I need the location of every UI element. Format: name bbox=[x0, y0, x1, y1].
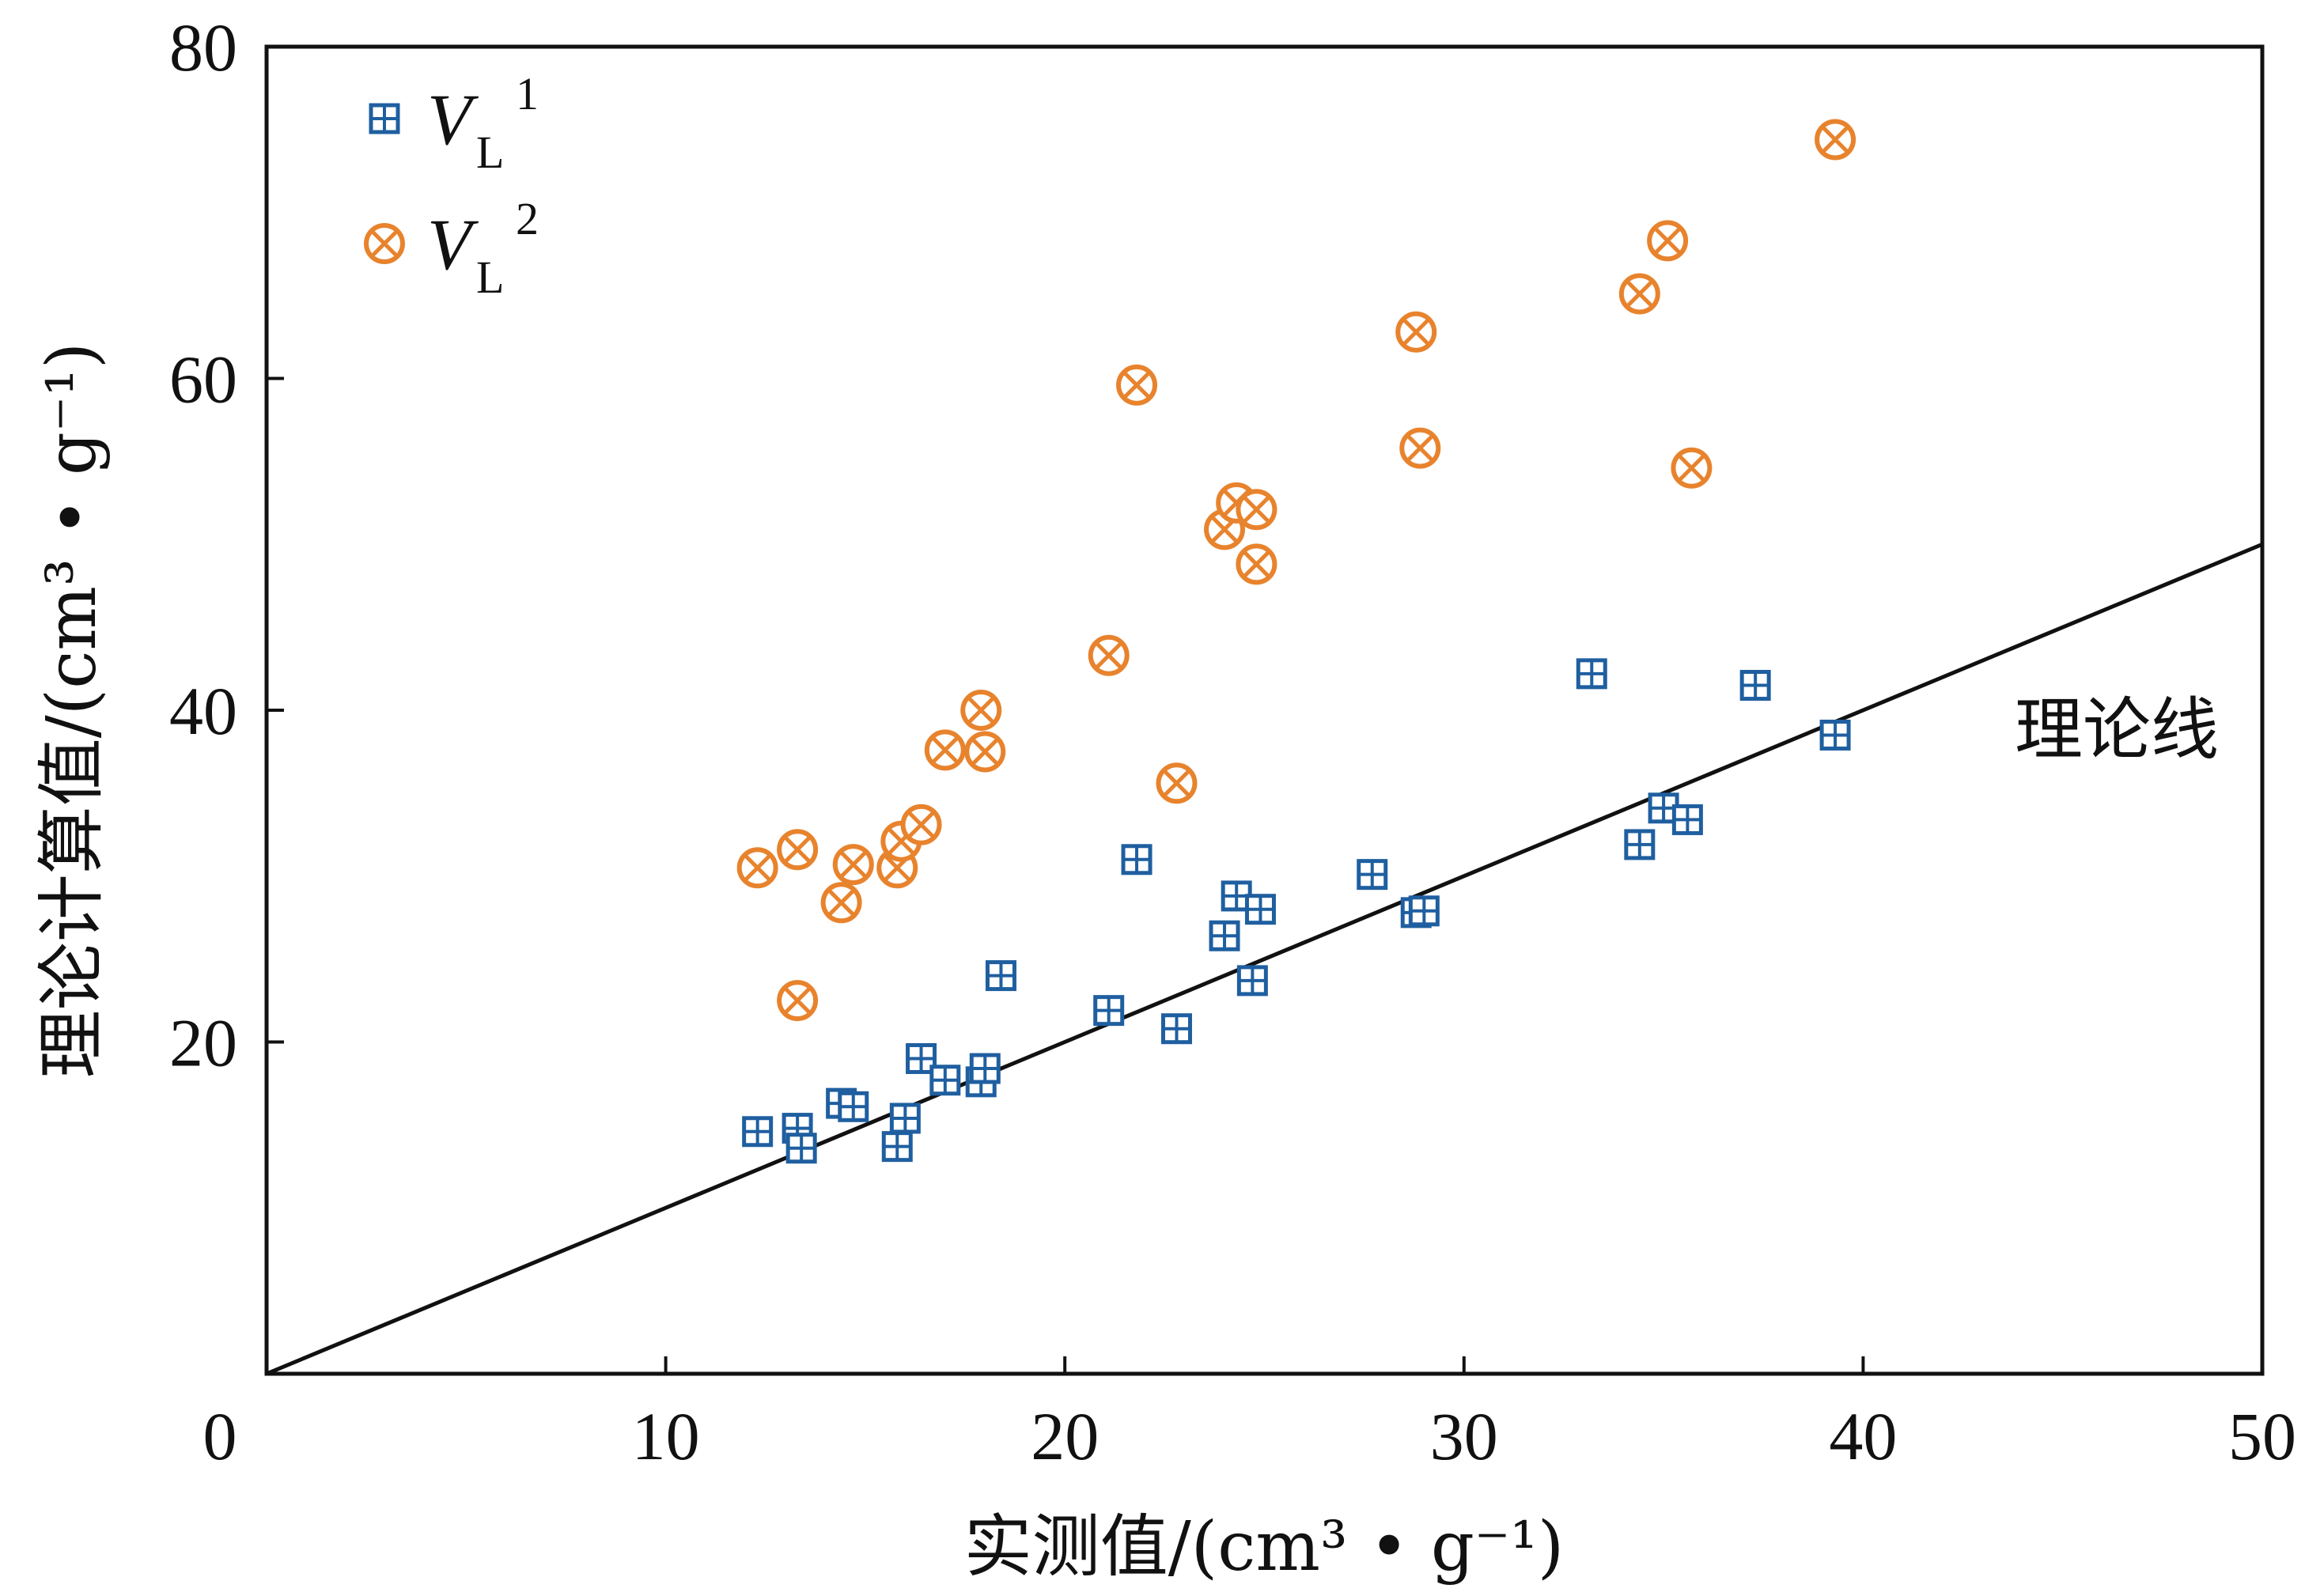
series-1-point bbox=[1671, 804, 1703, 835]
series-2-point bbox=[1156, 762, 1198, 804]
axes-frame bbox=[264, 44, 2265, 1376]
x-tick-label: 50 bbox=[2228, 1398, 2296, 1474]
y-tick-label: 80 bbox=[169, 9, 237, 85]
series-1 bbox=[742, 658, 1851, 1164]
legend-label-subscript: L bbox=[476, 127, 504, 178]
series-1-point bbox=[1236, 965, 1268, 997]
series-1-point bbox=[969, 1053, 1001, 1084]
series-1-point bbox=[1209, 920, 1240, 951]
series-1-point bbox=[985, 960, 1016, 992]
series-2-point bbox=[777, 980, 819, 1022]
series-2-point bbox=[960, 690, 1002, 731]
series-2-point bbox=[1618, 273, 1660, 315]
reference-line-group: 理论线 bbox=[266, 542, 2263, 1376]
x-axis-ticks: 0 10 20 30 40 50 bbox=[203, 1356, 2296, 1474]
series-2-point bbox=[900, 804, 942, 845]
x-tick-label: 30 bbox=[1430, 1398, 1498, 1474]
series-1-point bbox=[742, 1116, 774, 1148]
series-1-point bbox=[838, 1091, 869, 1122]
series-1-point bbox=[1819, 719, 1851, 751]
series-2 bbox=[736, 119, 1856, 1022]
series-2-point bbox=[1647, 220, 1689, 262]
series-2-point bbox=[1116, 364, 1158, 406]
y-tick-label: 20 bbox=[169, 1005, 237, 1081]
series-1-point bbox=[1093, 995, 1125, 1027]
series-2-point bbox=[924, 729, 966, 771]
series-1-point bbox=[889, 1102, 921, 1134]
series-1-point bbox=[1244, 894, 1276, 925]
x-tick-label: 20 bbox=[1031, 1398, 1099, 1474]
series-1-point bbox=[929, 1065, 961, 1096]
legend-label-superscript: 1 bbox=[516, 68, 539, 119]
series-1-point bbox=[1121, 844, 1152, 876]
data-points bbox=[736, 119, 1856, 1164]
legend-marker-2 bbox=[364, 223, 405, 264]
series-2-point bbox=[832, 844, 874, 886]
series-1-point bbox=[1576, 658, 1607, 690]
legend-entry-2: V L2 bbox=[364, 193, 539, 303]
y-axis-title: 理论计算值/(cm³ • g⁻¹) bbox=[32, 342, 112, 1079]
legend: V L1V L2 bbox=[364, 68, 539, 303]
series-1-point bbox=[1624, 829, 1656, 860]
series-2-point bbox=[1671, 447, 1713, 489]
x-tick-label: 0 bbox=[203, 1398, 237, 1474]
legend-marker-1 bbox=[369, 103, 400, 134]
x-tick-label: 40 bbox=[1829, 1398, 1897, 1474]
legend-label-main: V bbox=[427, 79, 479, 160]
series-1-point bbox=[881, 1131, 913, 1163]
legend-label-superscript: 2 bbox=[516, 193, 539, 244]
y-axis-ticks: 20 40 60 80 bbox=[169, 9, 284, 1081]
y-tick-label: 40 bbox=[169, 673, 237, 749]
legend-label-main: V bbox=[427, 204, 479, 285]
series-2-point bbox=[820, 882, 862, 924]
series-2-point bbox=[1236, 489, 1277, 531]
series-1-point bbox=[1357, 859, 1388, 891]
series-2-point bbox=[1815, 119, 1856, 161]
reference-line bbox=[266, 542, 2263, 1376]
legend-label-subscript: L bbox=[476, 252, 504, 303]
series-2-point bbox=[1399, 427, 1441, 469]
series-1-point bbox=[1160, 1013, 1192, 1045]
legend-entry-1: V L1 bbox=[369, 68, 539, 178]
reference-line-label: 理论线 bbox=[2015, 690, 2219, 770]
x-tick-label: 10 bbox=[632, 1398, 700, 1474]
series-2-point bbox=[964, 731, 1006, 773]
plot-area-border bbox=[264, 44, 2265, 1376]
series-2-point bbox=[1395, 311, 1437, 353]
series-1-point bbox=[785, 1133, 817, 1164]
series-1-point bbox=[1408, 895, 1440, 927]
series-2-point bbox=[777, 829, 819, 871]
y-tick-label: 60 bbox=[169, 342, 237, 418]
series-2-point bbox=[1236, 543, 1277, 585]
x-axis-title: 实测值/(cm³ • g⁻¹) bbox=[964, 1507, 1565, 1587]
series-2-point bbox=[1088, 634, 1130, 676]
series-2-point bbox=[736, 847, 778, 889]
series-1-point bbox=[1739, 670, 1771, 702]
